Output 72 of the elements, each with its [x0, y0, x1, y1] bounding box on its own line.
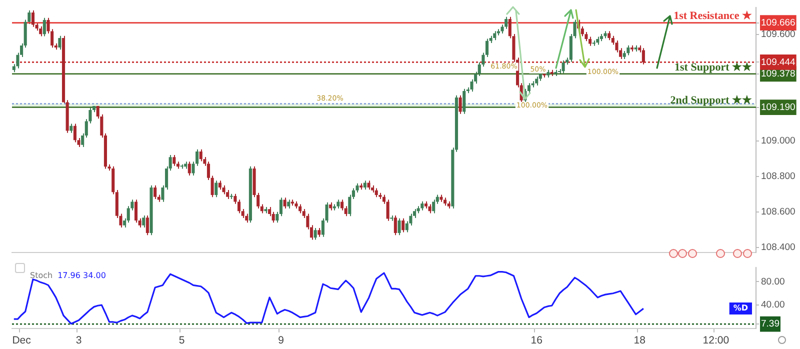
candlestick [588, 36, 592, 46]
candlestick [348, 194, 352, 217]
candlestick [146, 215, 149, 236]
y-tick-label: 7.39 [761, 318, 780, 330]
candlestick [642, 48, 645, 65]
candlestick [562, 60, 565, 74]
candlestick [134, 199, 138, 224]
candlestick [504, 16, 508, 30]
y-tick-label: 109.444 [761, 56, 796, 68]
candlestick [142, 215, 146, 228]
candlestick [268, 206, 272, 217]
candlestick [272, 211, 275, 224]
candlestick [428, 204, 432, 214]
x-tick-label: 9 [278, 334, 284, 347]
chart-subtitle: 17.96 34.00 [58, 270, 106, 280]
candlestick [298, 204, 302, 214]
candlestick [462, 88, 466, 114]
candlestick [126, 206, 130, 224]
y-tick-label: 109.600 [761, 29, 796, 40]
candlestick [283, 197, 286, 209]
y-tick-label: 109.666 [761, 17, 796, 28]
candlestick [458, 94, 462, 114]
candlestick [432, 199, 436, 214]
y-tick-label: 40.00 [761, 300, 785, 311]
candlestick [615, 40, 618, 53]
candlestick [70, 123, 73, 134]
candlestick [42, 17, 46, 37]
y-tick-label: 108.800 [761, 171, 796, 182]
x-tick-label: 12:00 [702, 334, 730, 347]
text: %D [733, 304, 748, 313]
y-tick-label: 80.00 [761, 276, 785, 288]
candlestick [420, 200, 424, 211]
candlestick [218, 180, 222, 190]
candlestick [31, 10, 35, 28]
candlestick [58, 35, 62, 50]
candlestick [394, 215, 397, 236]
candlestick [608, 30, 611, 41]
candlestick [39, 26, 42, 37]
ref-line-label: 1st Resistance ★ [674, 10, 752, 22]
candlestick [226, 189, 230, 200]
candlestick [340, 199, 344, 211]
candlestick [493, 30, 496, 41]
y-tick-label: 109.190 [761, 102, 796, 113]
y-tick-label: 109.000 [761, 136, 796, 147]
candlestick [402, 218, 405, 233]
y-tick-label: 109.378 [761, 68, 796, 80]
candlestick [363, 180, 366, 190]
candlestick [367, 180, 370, 190]
x-tick-label: 3 [76, 334, 82, 347]
candlestick [214, 180, 218, 198]
x-tick-label: 16 [530, 334, 543, 347]
candlestick [73, 123, 76, 143]
y-tick-label: 108.400 [761, 242, 796, 254]
candlestick [386, 199, 390, 222]
ref-line-label: 2nd Support ★★ [670, 94, 752, 107]
candlestick [580, 26, 584, 37]
chart-title: Stoch [30, 270, 53, 280]
candlestick [206, 161, 210, 181]
candlestick [398, 218, 401, 236]
x-tick-label: 18 [634, 334, 646, 347]
candlestick [188, 161, 191, 176]
x-tick-label: 5 [178, 334, 185, 347]
ref-line-label: 1st Support ★★ [674, 61, 752, 74]
candlestick [210, 175, 214, 198]
candlestick [314, 227, 317, 240]
candlestick [356, 182, 359, 193]
x-tick-label: Dec [12, 334, 31, 347]
candlestick [154, 184, 157, 200]
candlestick [172, 154, 176, 166]
candlestick [626, 44, 630, 56]
candlestick [199, 148, 202, 162]
y-tick-label: 108.600 [761, 206, 796, 218]
